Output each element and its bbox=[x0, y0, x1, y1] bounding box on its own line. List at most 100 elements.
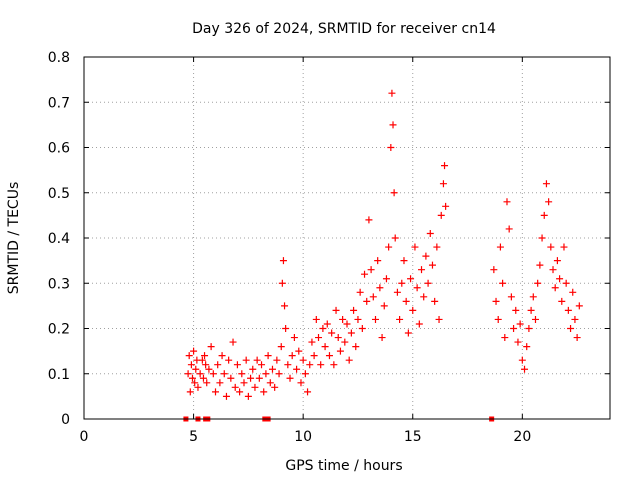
data-point bbox=[199, 374, 207, 382]
data-point bbox=[192, 365, 200, 373]
data-point bbox=[218, 352, 226, 360]
data-point bbox=[187, 361, 195, 369]
data-point bbox=[571, 315, 579, 323]
data-point bbox=[304, 388, 312, 396]
data-point bbox=[391, 234, 399, 242]
data-point bbox=[334, 334, 342, 342]
data-point bbox=[363, 297, 371, 305]
data-point bbox=[551, 284, 559, 292]
data-point bbox=[503, 198, 511, 206]
data-point bbox=[258, 361, 266, 369]
data-point bbox=[358, 325, 366, 332]
data-point bbox=[188, 374, 196, 382]
data-point bbox=[404, 329, 412, 337]
data-point bbox=[531, 315, 539, 323]
data-point bbox=[398, 279, 406, 287]
data-point bbox=[525, 325, 533, 332]
data-point bbox=[389, 121, 397, 129]
data-point bbox=[191, 379, 199, 387]
data-point bbox=[494, 315, 502, 323]
data-point bbox=[499, 279, 507, 287]
data-point bbox=[242, 356, 250, 364]
data-point bbox=[225, 356, 233, 364]
data-point bbox=[523, 343, 531, 351]
data-point bbox=[306, 361, 314, 369]
data-point bbox=[529, 293, 537, 301]
data-point bbox=[319, 325, 327, 332]
data-point bbox=[415, 320, 423, 328]
x-tick-label: 20 bbox=[513, 429, 531, 445]
data-point bbox=[247, 374, 255, 382]
data-point bbox=[361, 270, 369, 278]
data-point bbox=[308, 338, 316, 346]
data-point bbox=[271, 383, 279, 391]
data-point bbox=[380, 302, 388, 310]
data-point bbox=[339, 315, 347, 323]
data-point bbox=[356, 288, 364, 296]
data-point bbox=[196, 370, 204, 378]
data-point bbox=[336, 347, 344, 355]
data-point bbox=[534, 279, 542, 287]
data-point bbox=[227, 374, 235, 382]
data-point bbox=[424, 279, 432, 287]
data-point bbox=[558, 297, 566, 305]
data-point bbox=[560, 243, 568, 251]
data-point bbox=[354, 315, 362, 323]
data-point bbox=[184, 370, 192, 378]
data-point bbox=[286, 374, 294, 382]
data-point bbox=[275, 370, 283, 378]
data-point bbox=[426, 229, 434, 237]
data-point bbox=[350, 306, 358, 314]
y-tick-label: 0 bbox=[61, 412, 70, 428]
y-tick-label: 0.3 bbox=[48, 276, 70, 292]
data-point bbox=[411, 243, 419, 251]
data-point bbox=[343, 320, 351, 328]
data-point bbox=[505, 225, 513, 233]
data-point bbox=[387, 144, 395, 151]
data-point bbox=[516, 320, 524, 328]
data-point bbox=[390, 189, 398, 197]
data-point bbox=[409, 306, 417, 314]
data-point bbox=[238, 370, 246, 378]
data-point bbox=[521, 365, 529, 373]
data-point bbox=[562, 279, 570, 287]
data-point bbox=[556, 275, 564, 283]
data-point bbox=[396, 315, 404, 323]
data-point bbox=[278, 279, 286, 287]
data-point bbox=[222, 392, 230, 400]
data-point bbox=[284, 361, 292, 369]
data-point bbox=[501, 334, 509, 342]
y-tick-label: 0.5 bbox=[48, 186, 70, 202]
x-tick-label: 5 bbox=[189, 429, 198, 445]
data-point bbox=[277, 343, 285, 351]
data-point bbox=[212, 388, 219, 396]
y-axis-title: SRMTID / TECUs bbox=[6, 182, 22, 295]
data-point bbox=[527, 306, 535, 314]
data-point bbox=[385, 243, 393, 251]
data-point bbox=[229, 338, 237, 346]
data-point bbox=[367, 266, 375, 274]
data-point bbox=[214, 361, 222, 369]
data-point bbox=[439, 180, 447, 188]
data-point bbox=[512, 306, 520, 314]
data-point bbox=[347, 329, 355, 337]
data-point bbox=[352, 343, 360, 351]
data-point bbox=[393, 288, 401, 296]
data-point bbox=[310, 352, 318, 360]
data-point bbox=[240, 379, 248, 387]
data-point bbox=[514, 338, 522, 346]
data-point bbox=[186, 388, 194, 396]
data-point bbox=[365, 216, 373, 224]
y-tick-label: 0.1 bbox=[48, 367, 70, 383]
data-point bbox=[573, 334, 581, 342]
data-point bbox=[201, 352, 209, 360]
data-point bbox=[433, 243, 441, 251]
data-point bbox=[266, 379, 274, 387]
data-point bbox=[209, 370, 217, 378]
data-point bbox=[441, 162, 449, 170]
data-point bbox=[244, 392, 252, 400]
data-point bbox=[569, 288, 577, 296]
axis-ticks: 0 5 10 15 20 0 0.1 0.2 0.3 0.4 0.5 0.6 0.7 0.8 bbox=[48, 50, 610, 445]
data-point bbox=[420, 293, 428, 301]
